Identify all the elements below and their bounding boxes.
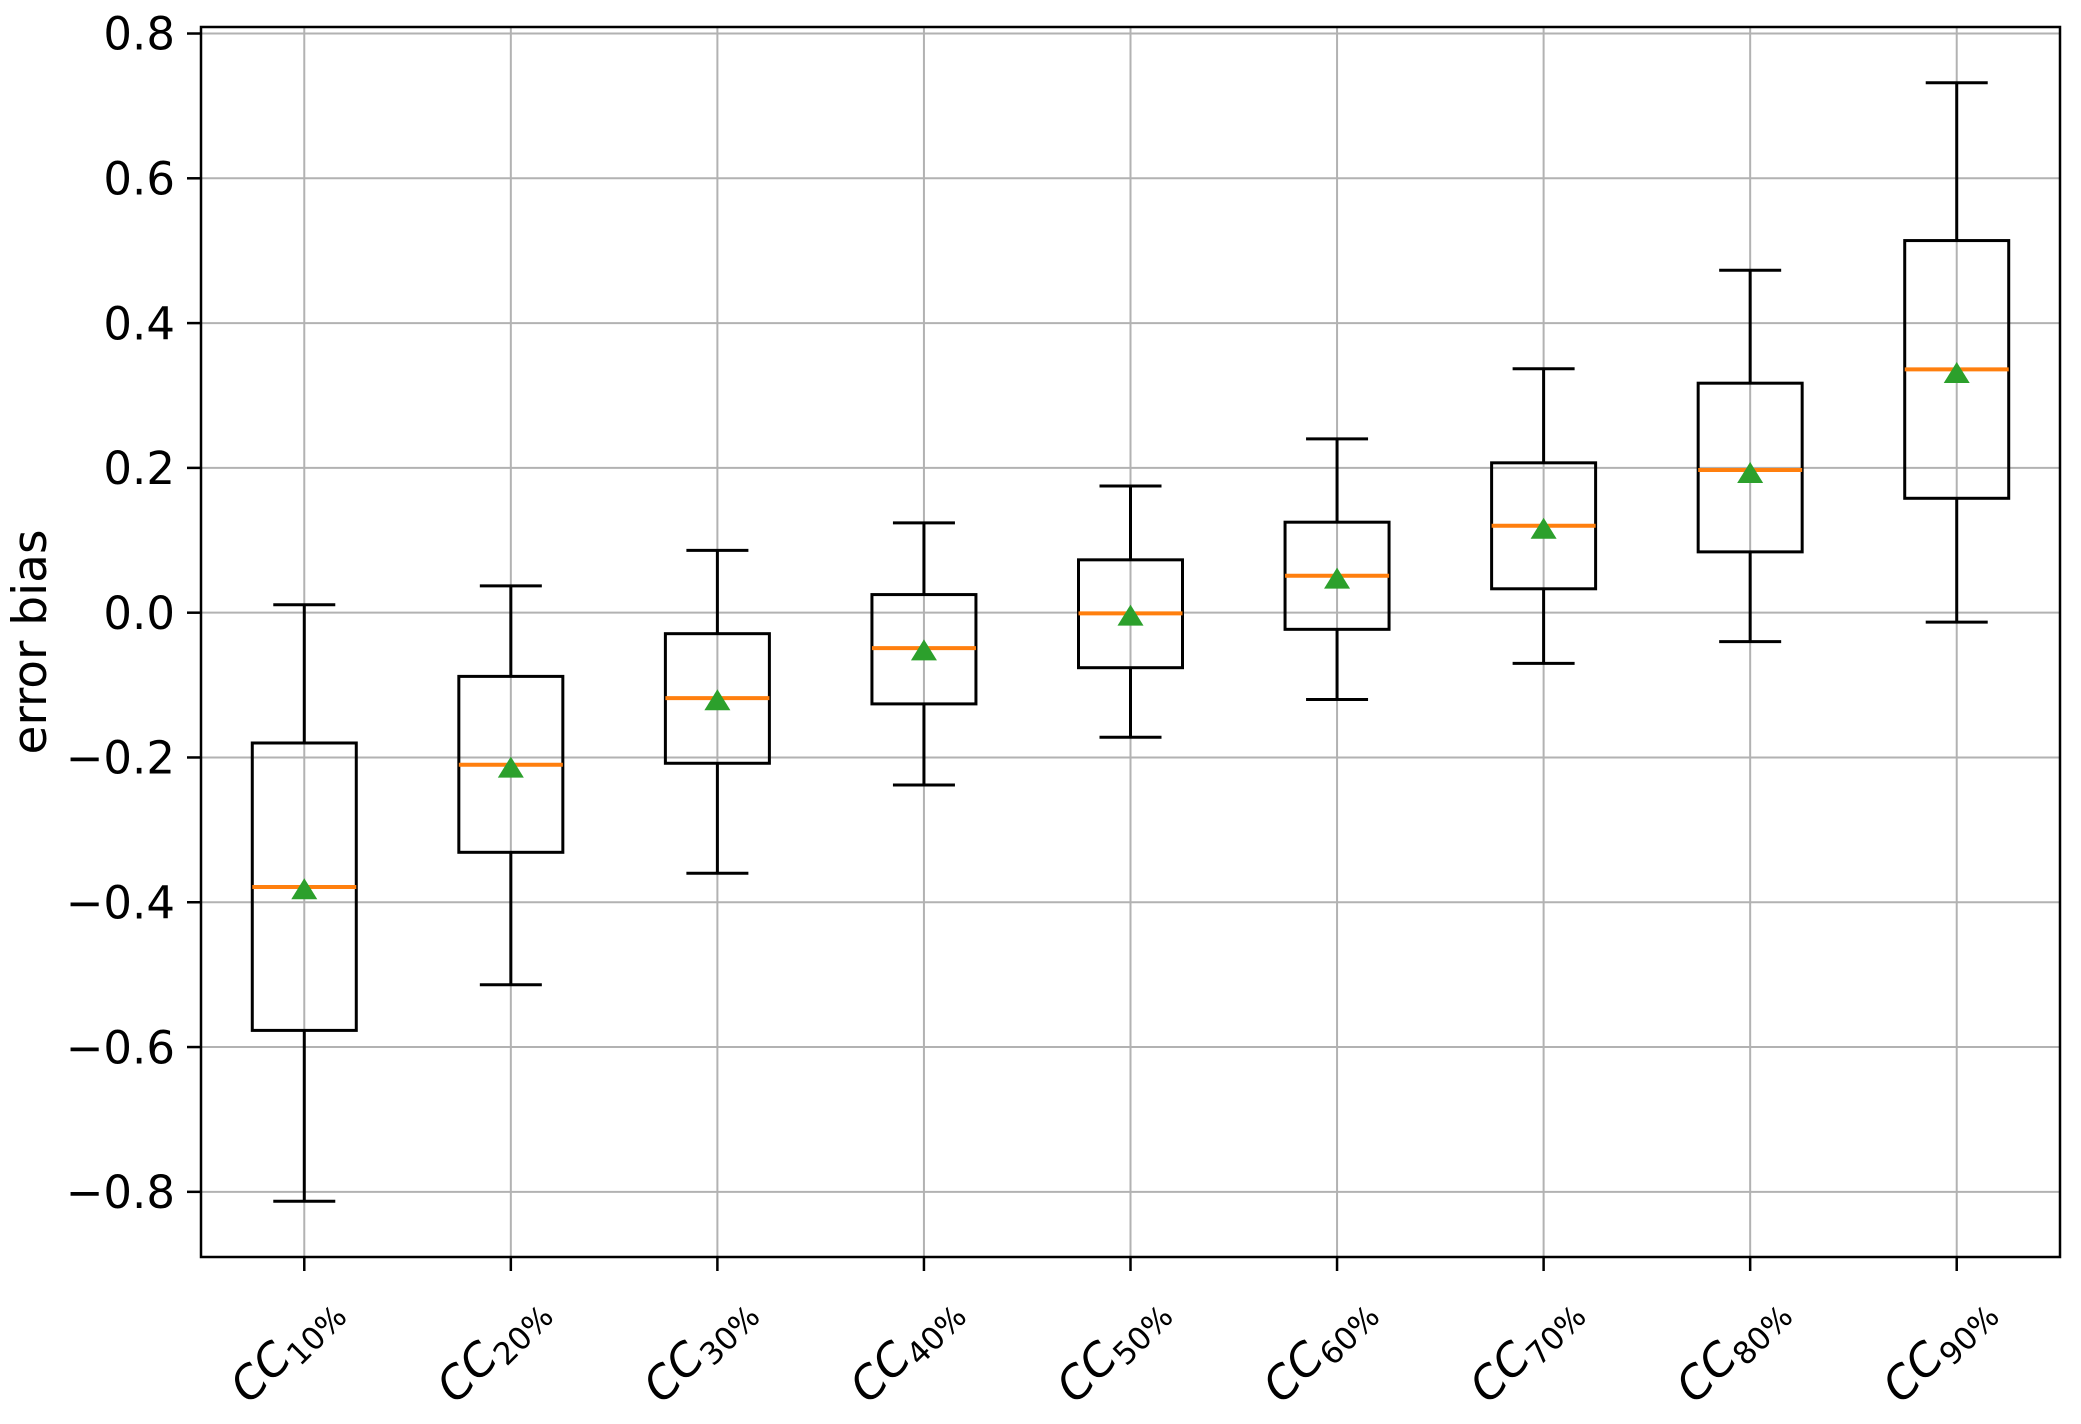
box-layer <box>250 81 2011 1203</box>
mean-marker <box>910 639 937 661</box>
x-tick-label: CC70% <box>1459 1282 1594 1417</box>
y-tick-label: −0.2 <box>66 732 175 785</box>
mean-marker <box>1943 362 1970 384</box>
box-group-CC10% <box>250 603 358 1203</box>
x-tick-label: CC10% <box>219 1282 354 1417</box>
mean-marker <box>1117 604 1144 626</box>
mean-marker <box>704 689 731 711</box>
mean-marker <box>497 756 524 778</box>
box-group-CC80% <box>1696 268 1804 644</box>
box-group-CC90% <box>1903 81 2011 624</box>
x-tick-label: CC60% <box>1252 1282 1387 1417</box>
y-tick-label: 0.2 <box>103 442 175 495</box>
y-tick-label: −0.6 <box>66 1021 175 1074</box>
y-tick-label: 0.4 <box>103 297 175 350</box>
box-group-CC40% <box>870 521 978 787</box>
iqr-box <box>1696 381 1804 554</box>
x-tick-label: CC40% <box>839 1282 974 1417</box>
box-group-CC70% <box>1490 367 1598 665</box>
x-tick-label: CC30% <box>633 1282 768 1417</box>
x-tick-label: CC90% <box>1872 1282 2007 1417</box>
y-tick-label: 0.8 <box>103 8 175 61</box>
box-group-CC60% <box>1283 437 1391 702</box>
mean-marker <box>1737 461 1764 483</box>
mean-marker <box>291 878 318 900</box>
x-tick-label: CC50% <box>1046 1282 1181 1417</box>
box-group-CC20% <box>457 584 565 987</box>
x-tick-label: CC20% <box>426 1282 561 1417</box>
mean-marker <box>1530 517 1557 539</box>
y-axis-title: error bias <box>3 530 58 755</box>
y-tick-label: −0.8 <box>66 1166 175 1219</box>
box-group-CC30% <box>663 548 771 875</box>
y-tick-label: 0.6 <box>103 153 175 206</box>
x-tick-label: CC80% <box>1665 1282 1800 1417</box>
y-tick-label: 0.0 <box>103 587 175 640</box>
box-group-CC50% <box>1077 484 1184 739</box>
mean-marker <box>1324 567 1351 589</box>
y-tick-label: −0.4 <box>66 876 175 929</box>
